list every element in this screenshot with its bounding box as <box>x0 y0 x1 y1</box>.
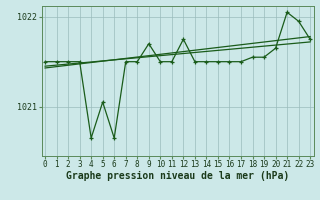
X-axis label: Graphe pression niveau de la mer (hPa): Graphe pression niveau de la mer (hPa) <box>66 171 289 181</box>
